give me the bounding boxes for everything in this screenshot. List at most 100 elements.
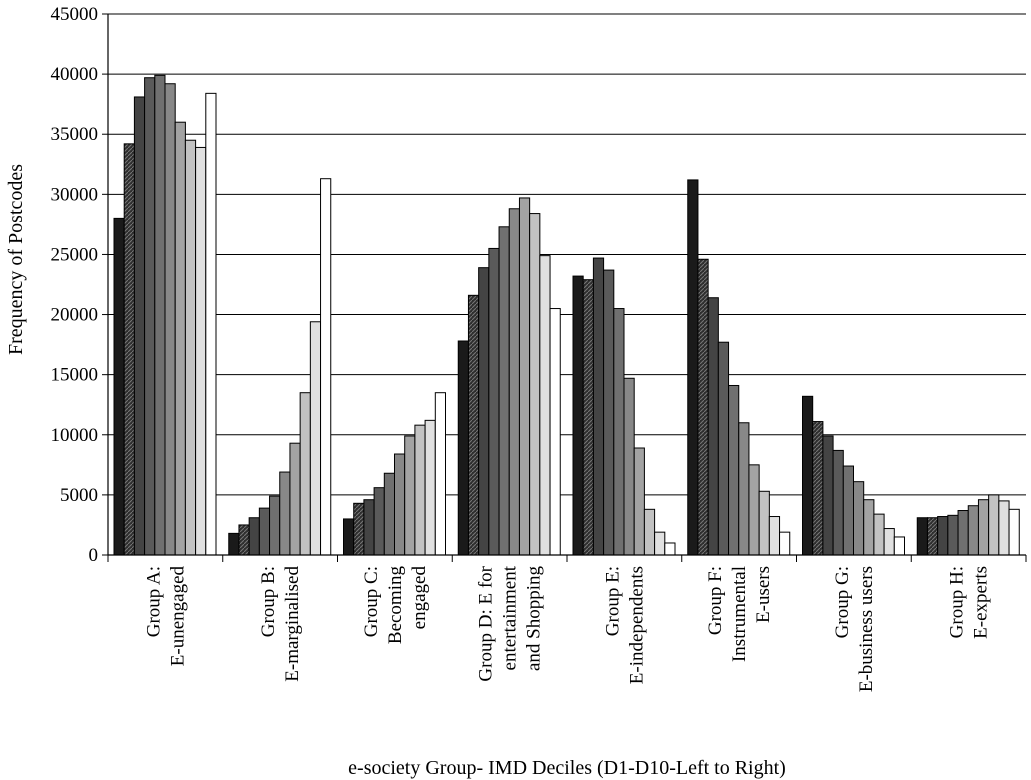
bar	[654, 531, 666, 556]
bar	[154, 74, 166, 556]
y-tick-label: 25000	[51, 244, 99, 265]
x-category-label: Group F:	[705, 566, 726, 635]
bar	[289, 442, 301, 556]
axes	[102, 13, 1027, 562]
bar	[518, 197, 531, 556]
bar	[1008, 508, 1020, 556]
bar	[383, 472, 395, 556]
bar	[353, 502, 365, 556]
y-axis-title: Frequency of Postcodes	[5, 164, 27, 355]
bar	[802, 395, 814, 556]
bar	[133, 96, 146, 556]
y-tick-label: 5000	[60, 485, 98, 506]
bar	[309, 321, 322, 556]
bar	[748, 464, 760, 556]
x-category-label: Group G:	[832, 566, 853, 638]
y-tick-label: 40000	[51, 64, 99, 85]
bar	[643, 508, 656, 556]
bar	[832, 449, 844, 556]
gridlines	[108, 13, 1026, 496]
bar	[893, 536, 905, 556]
x-category-label: Group D: E for	[476, 565, 497, 681]
bar	[947, 514, 959, 556]
bar	[343, 518, 355, 556]
y-tick-label: 10000	[51, 425, 99, 446]
y-tick-label: 15000	[51, 365, 99, 386]
bar	[926, 517, 939, 556]
bar	[539, 255, 551, 556]
bar	[812, 421, 824, 556]
x-category-label: E-users	[753, 566, 774, 623]
bar	[498, 226, 510, 556]
bar	[822, 435, 834, 556]
bar	[184, 139, 197, 556]
x-category-label: E-marginalised	[282, 566, 303, 682]
bar	[424, 419, 436, 556]
bar	[258, 507, 271, 556]
x-category-label: Group B:	[258, 566, 279, 637]
bar	[937, 516, 949, 556]
x-category-label: Group H:	[947, 566, 968, 638]
bar	[728, 384, 740, 556]
bar	[758, 490, 770, 556]
bar	[916, 517, 928, 556]
bar	[967, 505, 979, 556]
bar	[248, 517, 260, 556]
x-category-label: E-unengaged	[167, 566, 188, 667]
bar	[549, 308, 561, 556]
x-category-label: Instrumental	[729, 566, 750, 662]
x-category-label: E-business users	[856, 566, 877, 692]
x-category-label: entertainment	[500, 565, 521, 670]
bar	[572, 275, 584, 556]
bar	[228, 532, 240, 556]
x-category-label: Group C:	[361, 566, 382, 637]
x-category-label: E-experts	[971, 566, 992, 639]
bar	[123, 143, 135, 556]
bar	[467, 294, 480, 556]
bar	[434, 392, 446, 556]
bar	[478, 267, 490, 556]
bar	[457, 340, 469, 556]
bar	[687, 179, 699, 556]
y-tick-label: 30000	[51, 184, 99, 205]
bar	[144, 77, 156, 556]
bar	[664, 542, 676, 556]
bar	[592, 257, 605, 556]
bar	[768, 516, 781, 556]
bar	[529, 213, 541, 556]
x-category-label: E-independents	[626, 566, 647, 684]
bar	[623, 377, 635, 556]
bars	[113, 74, 1020, 556]
bar	[373, 487, 385, 556]
bar	[779, 531, 791, 556]
bar	[998, 500, 1010, 556]
bar	[269, 495, 281, 556]
bar	[488, 247, 500, 556]
x-category-label: Becoming	[385, 566, 406, 645]
bar	[299, 392, 311, 556]
bar	[363, 499, 375, 556]
bar	[853, 481, 865, 556]
bar	[603, 269, 615, 556]
bar	[164, 83, 176, 556]
bar	[238, 524, 250, 556]
bar	[883, 528, 895, 556]
bar	[633, 447, 645, 556]
bar	[863, 499, 875, 556]
bar	[842, 465, 854, 556]
y-tick-label: 20000	[51, 305, 99, 326]
labels: 0 5000 10000 15000 20000 25000 30000 35000 40000…	[51, 4, 992, 692]
x-axis-title: e-society Group- IMD Deciles (D1-D10-Lef…	[348, 757, 786, 779]
bar	[988, 494, 1000, 556]
bar	[738, 422, 750, 556]
x-category-label: engaged	[409, 566, 430, 630]
y-tick-label: 0	[89, 545, 99, 566]
bar	[205, 92, 217, 556]
y-tick-label: 35000	[51, 124, 99, 145]
bar	[957, 510, 969, 556]
bar	[697, 258, 709, 556]
bar	[394, 453, 406, 556]
x-category-label: Group A:	[143, 566, 164, 637]
bar	[174, 121, 186, 556]
